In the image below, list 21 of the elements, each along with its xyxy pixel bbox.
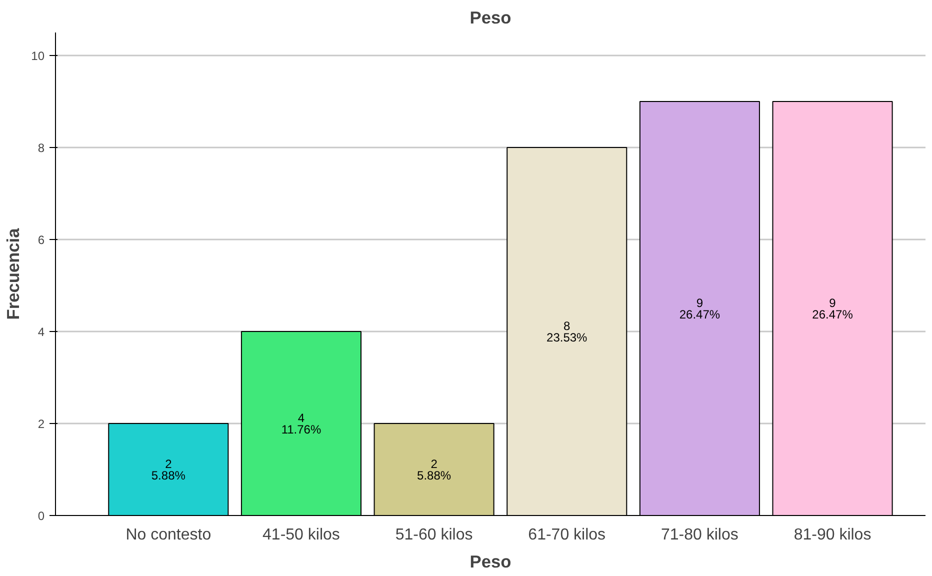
data-label: 2 5.88%: [417, 457, 452, 482]
data-label: 8 23.53%: [546, 319, 588, 344]
y-tick-label: 0: [38, 509, 45, 523]
x-tick-label: 51-60 kilos: [395, 526, 473, 544]
x-tick-label: 71-80 kilos: [661, 526, 738, 544]
y-tick-label: 10: [31, 49, 45, 63]
data-label: 2 5.88%: [151, 457, 186, 482]
x-tick-label: 41-50 kilos: [262, 526, 340, 544]
data-label: 9 26.47%: [812, 296, 854, 322]
y-axis-title: Frecuencia: [3, 228, 24, 320]
data-label: 9 26.47%: [679, 296, 720, 322]
x-tick-label: 81-90 kilos: [794, 526, 872, 544]
chart-title: Peso: [470, 8, 512, 28]
x-tick-label: No contesto: [126, 526, 212, 544]
y-tick-label: 4: [38, 325, 45, 339]
x-tick-label: 61-70 kilos: [528, 526, 606, 544]
y-tick-label: 6: [38, 233, 45, 247]
y-tick-label: 2: [38, 417, 45, 431]
y-tick-label: 8: [38, 141, 45, 155]
data-label: 4 11.76%: [281, 411, 322, 436]
x-axis-title: Peso: [470, 552, 512, 572]
